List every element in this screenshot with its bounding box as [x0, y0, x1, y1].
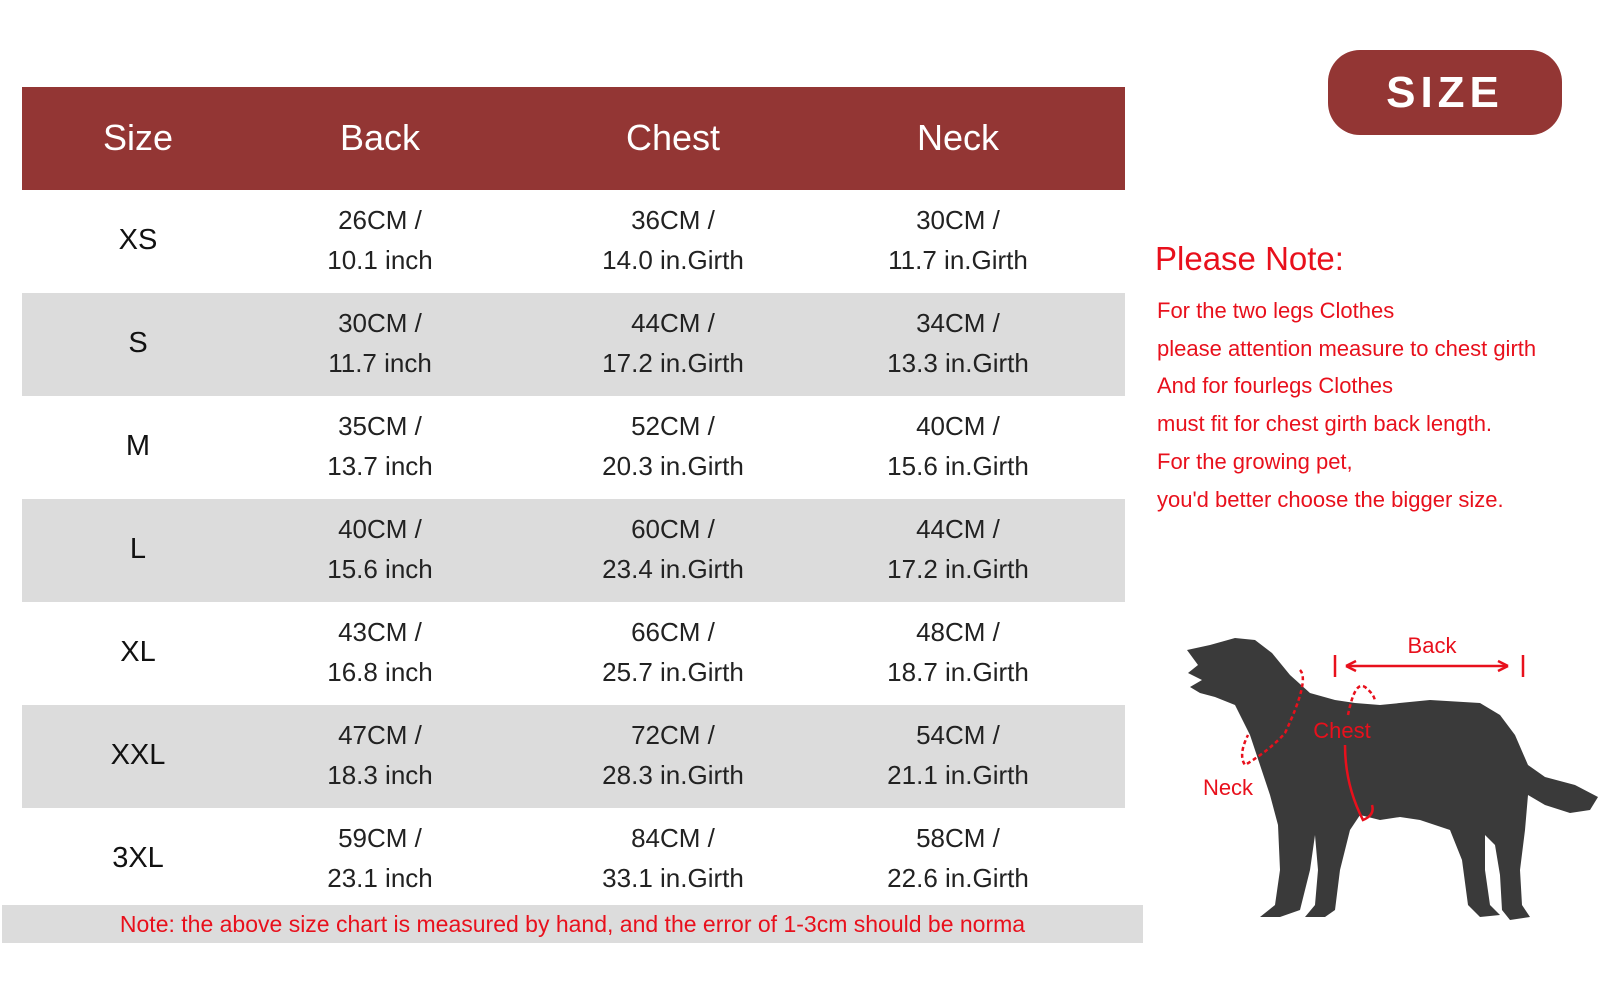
back-label: Back: [1408, 633, 1458, 658]
note-line: must fit for chest girth back length.: [1157, 411, 1493, 437]
back-cell: 47CM / 18.3 inch: [327, 720, 433, 790]
neck-cell: 58CM / 22.6 in.Girth: [887, 823, 1029, 893]
size-badge: SIZE: [1328, 50, 1562, 135]
neck-cell: 30CM / 11.7 in.Girth: [888, 205, 1028, 275]
size-cell: XXL: [110, 739, 166, 771]
chest-cell: 72CM / 28.3 in.Girth: [602, 720, 744, 790]
table-row: XS 26CM / 10.1 inch 36CM / 14.0 in.Girth 30…: [22, 190, 1125, 293]
table-row: M 35CM / 13.7 inch 52CM / 20.3 in.Girth 40C…: [22, 396, 1125, 499]
chest-cell: 36CM / 14.0 in.Girth: [602, 205, 744, 275]
neck-cell: 54CM / 21.1 in.Girth: [887, 720, 1029, 790]
back-cell: 43CM / 16.8 inch: [327, 617, 433, 687]
size-cell: L: [129, 533, 147, 565]
table-header: Size Back Chest Neck: [22, 87, 1125, 190]
please-note-title: Please Note:: [1155, 240, 1344, 277]
header-neck: Neck: [916, 117, 1000, 158]
header-back: Back: [339, 117, 421, 158]
chest-cell: 44CM / 17.2 in.Girth: [602, 308, 744, 378]
measurement-footnote: Note: the above size chart is measured b…: [2, 905, 1143, 943]
chest-cell: 60CM / 23.4 in.Girth: [602, 514, 744, 584]
back-cell: 40CM / 15.6 inch: [327, 514, 433, 584]
table-row: L 40CM / 15.6 inch 60CM / 23.4 in.Girth 44C…: [22, 499, 1125, 602]
note-line: please attention measure to chest girth: [1157, 335, 1537, 361]
size-cell: S: [128, 327, 148, 359]
neck-cell: 34CM / 13.3 in.Girth: [887, 308, 1029, 378]
neck-cell: 40CM / 15.6 in.Girth: [887, 411, 1029, 481]
table-row: XXL 47CM / 18.3 inch 72CM / 28.3 in.Girth 5…: [22, 705, 1125, 808]
size-cell: XL: [120, 636, 156, 668]
neck-cell: 48CM / 18.7 in.Girth: [887, 617, 1029, 687]
size-cell: M: [125, 430, 151, 462]
size-cell: XS: [118, 224, 158, 256]
note-line: For the two legs Clothes: [1157, 298, 1395, 323]
back-cell: 35CM / 13.7 inch: [327, 411, 433, 481]
size-cell: 3XL: [112, 842, 164, 874]
back-cell: 26CM / 10.1 inch: [327, 205, 433, 275]
note-line: For the growing pet,: [1157, 448, 1353, 474]
back-cell: 30CM / 11.7 inch: [328, 308, 432, 378]
chest-cell: 84CM / 33.1 in.Girth: [602, 823, 744, 893]
measurement-marks: [1240, 655, 1525, 822]
header-chest: Chest: [625, 117, 721, 158]
chest-label: Chest: [1313, 718, 1370, 743]
please-note-text: For the two legs Clothes please attentio…: [1157, 292, 1536, 518]
dog-silhouette: [1187, 638, 1598, 920]
table-row: S 30CM / 11.7 inch 44CM / 17.2 in.Girth 34C…: [22, 293, 1125, 396]
dog-measurement-diagram: Back Chest Neck: [1187, 633, 1598, 920]
back-cell: 59CM / 23.1 inch: [327, 823, 433, 893]
note-line: you'd better choose the bigger size.: [1157, 486, 1504, 512]
table-row: 3XL 59CM / 23.1 inch 84CM / 33.1 in.Girth 5…: [22, 808, 1125, 911]
chest-cell: 52CM / 20.3 in.Girth: [602, 411, 744, 481]
neck-cell: 44CM / 17.2 in.Girth: [887, 514, 1029, 584]
table-row: XL 43CM / 16.8 inch 66CM / 25.7 in.Girth 48…: [22, 602, 1125, 705]
note-line: And for fourlegs Clothes: [1157, 373, 1394, 399]
neck-label: Neck: [1203, 775, 1254, 800]
chest-cell: 66CM / 25.7 in.Girth: [602, 617, 744, 687]
header-size: Size: [102, 117, 174, 158]
size-chart-table: Size Back Chest Neck XS 26CM / 10.1 inch 3…: [22, 87, 1125, 911]
